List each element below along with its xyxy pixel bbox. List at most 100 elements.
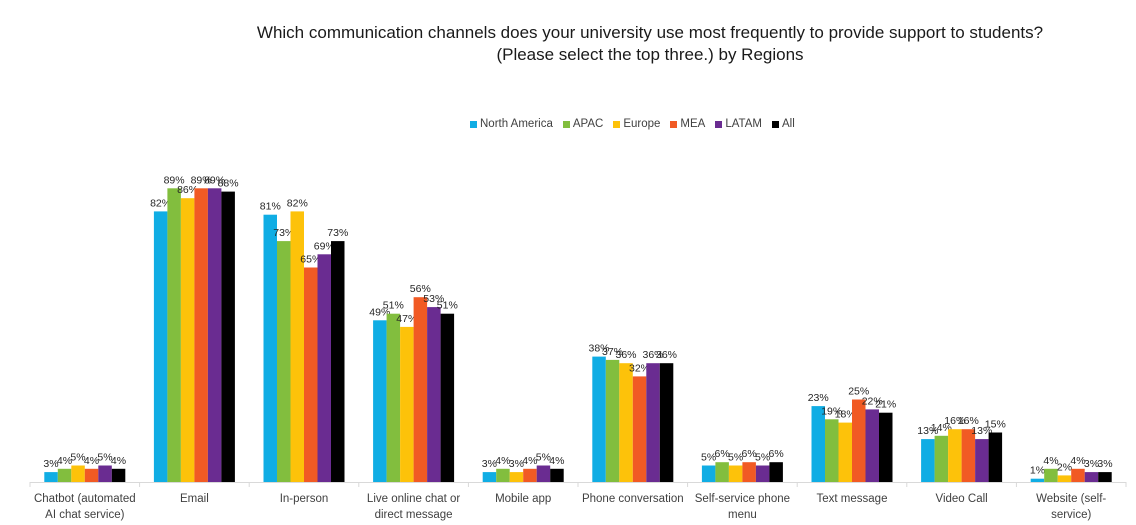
bar <box>317 254 331 482</box>
data-label: 53% <box>423 293 444 305</box>
data-label: 37% <box>602 346 623 358</box>
legend-item: Europe <box>613 118 660 130</box>
category-label: Website (self- <box>1036 493 1106 505</box>
bar <box>413 297 428 482</box>
bar <box>263 214 277 482</box>
data-label: 5% <box>728 452 743 464</box>
legend-label: MEA <box>680 118 706 130</box>
bar <box>934 435 949 482</box>
bar <box>838 422 852 482</box>
category-label: Text message <box>817 493 888 505</box>
bar <box>825 419 839 482</box>
legend-item: APAC <box>562 118 603 130</box>
data-label: 81% <box>260 201 281 213</box>
legend-label: LATAM <box>725 118 762 130</box>
category-label: In-person <box>280 493 329 505</box>
bar <box>373 320 387 482</box>
category-label: service) <box>1051 509 1091 521</box>
legend-label: North America <box>480 118 553 130</box>
bar <box>98 465 112 482</box>
data-label: 16% <box>944 415 965 427</box>
data-label: 6% <box>769 448 784 460</box>
data-label: 16% <box>958 415 979 427</box>
bar <box>879 412 893 482</box>
data-label: 32% <box>629 362 650 374</box>
data-label: 4% <box>495 455 510 467</box>
category-label: Chatbot (automated <box>34 493 136 505</box>
data-label: 13% <box>917 425 938 437</box>
bar <box>632 376 647 482</box>
data-label: 19% <box>821 405 842 417</box>
bar <box>701 465 716 482</box>
data-label: 4% <box>549 455 564 467</box>
data-label: 6% <box>715 448 730 460</box>
bar <box>921 439 935 482</box>
data-label: 25% <box>848 386 869 398</box>
bar <box>715 462 729 482</box>
bar <box>646 363 660 482</box>
bar <box>728 465 743 482</box>
legend-swatch <box>470 120 477 128</box>
data-label: 89% <box>191 174 212 186</box>
bar <box>619 363 633 482</box>
bar <box>755 465 770 482</box>
bar <box>1044 468 1058 482</box>
legend-swatch <box>562 120 570 128</box>
bar <box>221 191 235 482</box>
data-label: 69% <box>314 240 335 252</box>
bar <box>975 439 989 482</box>
bar <box>482 472 497 482</box>
data-label: 51% <box>383 300 404 312</box>
legend-label: All <box>781 118 795 130</box>
data-label: 49% <box>369 306 390 318</box>
data-label: 47% <box>396 313 417 325</box>
bar <box>71 465 85 482</box>
data-label: 4% <box>1043 455 1058 467</box>
bar <box>811 406 825 482</box>
legend-swatch <box>670 120 678 128</box>
bar <box>961 429 976 482</box>
chart-legend: North America APAC Europe MEA LATAM All <box>470 118 795 130</box>
bar <box>865 409 879 482</box>
data-label: 36% <box>615 349 636 361</box>
bar <box>1071 468 1085 482</box>
data-label: 82% <box>150 197 171 209</box>
data-label: 18% <box>835 409 856 421</box>
bar <box>304 267 318 482</box>
bar <box>427 307 441 482</box>
data-label: 3% <box>482 458 497 470</box>
data-label: 1% <box>1030 465 1045 477</box>
data-label: 4% <box>111 455 126 467</box>
data-label: 88% <box>218 178 239 190</box>
bar <box>769 462 783 482</box>
category-label: Email <box>180 493 209 505</box>
bar <box>592 356 606 482</box>
data-label: 5% <box>755 452 770 464</box>
data-label: 23% <box>808 392 829 404</box>
data-label: 3% <box>1084 458 1099 470</box>
category-label: menu <box>728 509 757 521</box>
bar <box>948 429 962 482</box>
data-label: 14% <box>931 422 952 434</box>
bar <box>84 468 99 482</box>
data-label: 3% <box>509 458 524 470</box>
legend-swatch <box>715 120 723 128</box>
bar <box>331 241 345 482</box>
bar <box>57 468 72 482</box>
data-label: 6% <box>742 448 757 460</box>
bar <box>207 188 222 483</box>
category-label: AI chat service) <box>45 509 124 521</box>
bar <box>852 399 866 482</box>
data-label: 56% <box>410 283 431 295</box>
data-label: 21% <box>875 399 896 411</box>
chart-subtitle: (Please select the top three.) by Region… <box>496 45 804 64</box>
data-label: 82% <box>287 197 308 209</box>
data-label: 89% <box>164 174 185 186</box>
data-label: 13% <box>971 425 992 437</box>
data-label: 4% <box>57 455 72 467</box>
bar <box>1084 472 1099 482</box>
data-label: 3% <box>43 458 58 470</box>
legend-swatch <box>771 120 779 128</box>
bar <box>605 359 620 482</box>
